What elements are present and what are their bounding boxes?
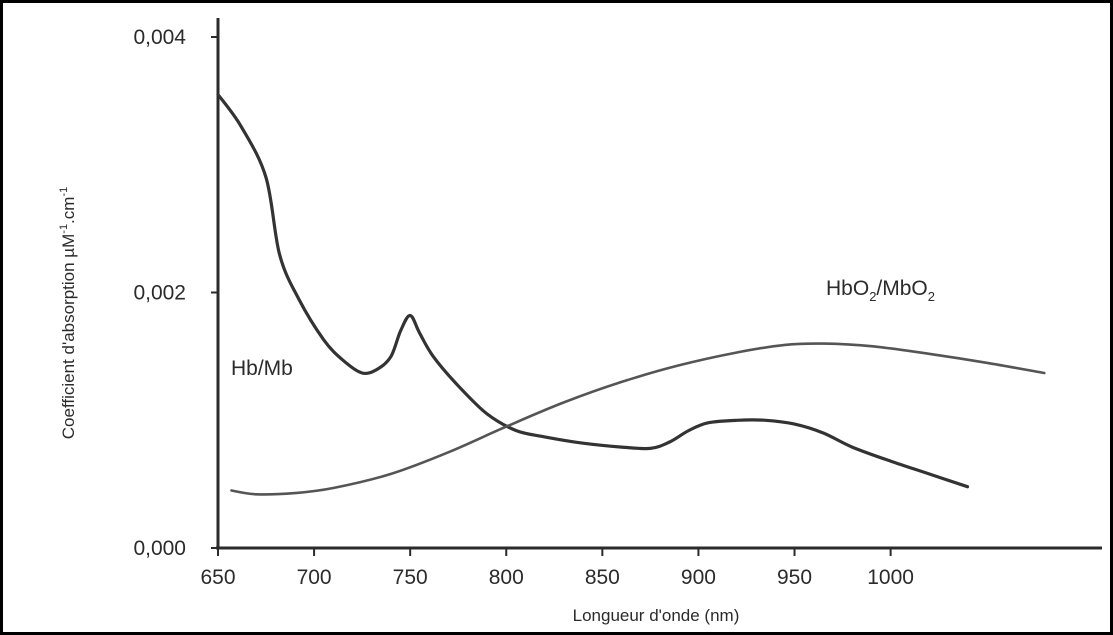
x-axis-ticks: 650 700 750 800 850 900 950 1000	[200, 548, 914, 589]
x-tick-label: 1000	[867, 566, 914, 589]
x-tick-label: 950	[777, 566, 812, 589]
y-axis-ticks: 0,000 0,002 0,004	[133, 26, 218, 560]
hbo2-series-label: HbO2/MbO2	[826, 277, 935, 304]
x-axis-title: Longueur d'onde (nm)	[573, 606, 740, 625]
hbo2-label-sub2: 2	[928, 289, 935, 304]
hbo2-series-line	[230, 342, 1046, 496]
y-axis-title-base: Coefficient d'absorption µM	[59, 234, 78, 440]
y-axis-title: Coefficient d'absorption µM-1.cm-1	[58, 187, 78, 439]
hbo2-label-mid: /MbO	[876, 277, 927, 300]
x-tick-label: 650	[200, 566, 235, 589]
y-tick-label: 0,004	[133, 26, 186, 49]
y-tick-label: 0,000	[133, 537, 186, 560]
x-tick-label: 700	[297, 566, 332, 589]
hb-series-label: Hb/Mb	[231, 357, 293, 380]
hb-series-line	[216, 92, 970, 489]
x-tick-label: 900	[681, 566, 716, 589]
hbo2-label-sub1: 2	[869, 289, 876, 304]
y-tick-label: 0,002	[133, 282, 186, 305]
x-tick-label: 750	[393, 566, 428, 589]
x-tick-label: 850	[585, 566, 620, 589]
y-axis-title-mid: .cm	[59, 197, 78, 224]
y-axis-title-sup2: -1	[58, 187, 70, 197]
x-tick-label: 800	[489, 566, 524, 589]
hbo2-label-base1: HbO	[826, 277, 869, 300]
series-layer	[216, 92, 1046, 496]
y-axis-title-sup1: -1	[58, 224, 70, 234]
